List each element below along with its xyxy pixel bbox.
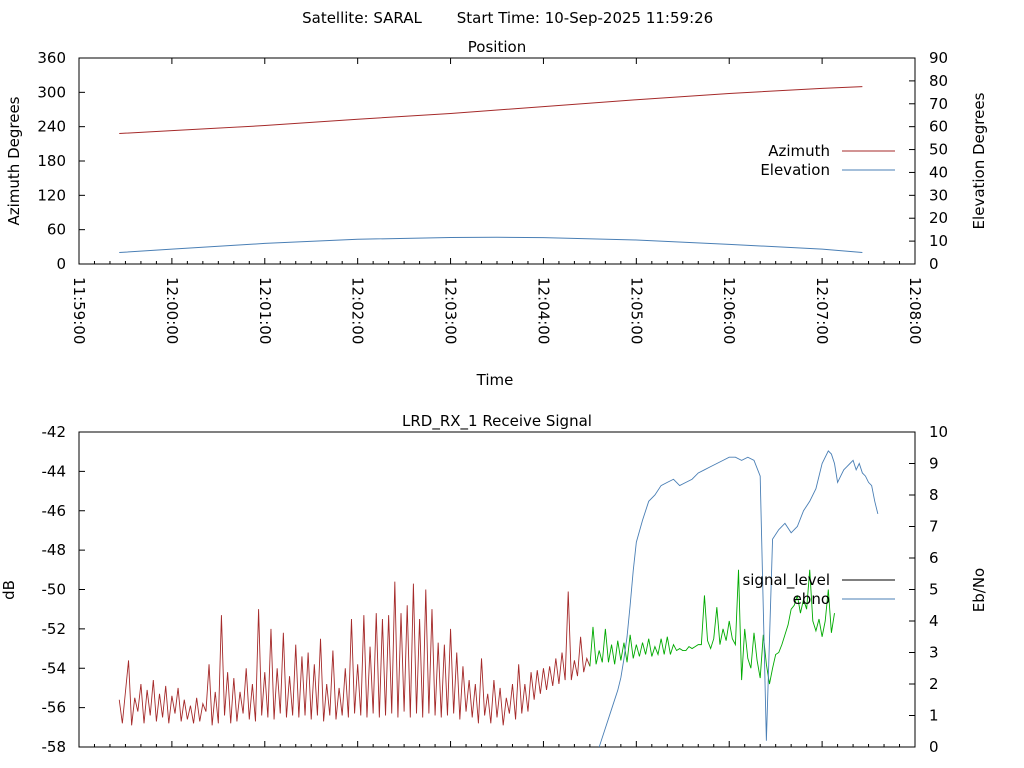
ebno-series-line [598, 450, 879, 748]
position-x-tick-label: 11:59:00 [70, 277, 88, 344]
position-y2-tick-label: 10 [929, 232, 948, 250]
signal-y2-tick-label: 9 [929, 455, 939, 473]
signal-y-label: dB [0, 580, 18, 600]
signal-chart-title: LRD_RX_1 Receive Signal [402, 412, 592, 431]
position-x-tick-label: 12:04:00 [534, 277, 552, 344]
signal-y-axis: -58 -56 -54 -52 -50 -48 -46 -44 -42 [42, 423, 85, 756]
position-y2-tick-label: 20 [929, 209, 948, 227]
position-y-tick-label: 360 [37, 49, 66, 67]
signal-y2-tick-label: 5 [929, 581, 939, 599]
signal-y2-axis: 0 1 2 3 4 5 6 7 8 9 10 [909, 423, 948, 756]
position-y2-tick-label: 40 [929, 163, 948, 181]
position-y-axis: 0 60 120 180 240 300 360 [37, 49, 85, 273]
position-x-tick-label: 12:07:00 [813, 277, 831, 344]
signal-y2-tick-label: 8 [929, 486, 939, 504]
position-x-tick-label: 12:01:00 [256, 277, 274, 344]
position-y2-tick-label: 80 [929, 72, 948, 90]
legend-azimuth-label: Azimuth [768, 142, 830, 160]
signal-y2-tick-label: 4 [929, 612, 939, 630]
signal-y-tick-label: -44 [42, 462, 67, 480]
signal-y-tick-label: -54 [42, 659, 67, 677]
signal-level-locked-line [589, 569, 835, 685]
legend-elevation-label: Elevation [760, 161, 830, 179]
satellite-label: Satellite: SARAL [302, 9, 422, 27]
position-x-tick-label: 12:00:00 [163, 277, 181, 344]
position-y-tick-label: 0 [56, 255, 66, 273]
position-x-tick-label: 12:08:00 [906, 277, 924, 344]
position-y-tick-label: 60 [47, 221, 66, 239]
position-x-tick-label: 12:02:00 [349, 277, 367, 344]
azimuth-series-line [119, 86, 863, 135]
signal-y2-tick-label: 7 [929, 518, 939, 536]
position-chart-title: Position [468, 38, 526, 56]
signal-y-tick-label: -52 [42, 620, 67, 638]
elevation-series-line [119, 236, 863, 254]
signal-y-tick-label: -46 [42, 502, 67, 520]
position-legend: Azimuth Elevation [760, 142, 895, 179]
signal-y-tick-label: -56 [42, 699, 67, 717]
signal-legend: signal_level ebno [742, 571, 895, 608]
signal-y-tick-label: -42 [42, 423, 67, 441]
position-x-tick-label: 12:06:00 [720, 277, 738, 344]
legend-ebno-label: ebno [793, 590, 830, 608]
position-x-tick-label: 12:03:00 [442, 277, 460, 344]
signal-y2-tick-label: 2 [929, 675, 939, 693]
position-x-axis: 11:59:00 12:00:00 12:01:00 12:02:00 12:03:00… [70, 58, 924, 344]
position-y2-axis: 0 10 20 30 40 50 60 70 80 90 [909, 49, 948, 273]
position-y-tick-label: 180 [37, 152, 66, 170]
position-y-label: Azimuth Degrees [5, 96, 23, 225]
signal-y2-tick-label: 10 [929, 423, 948, 441]
signal-y2-tick-label: 0 [929, 738, 939, 756]
signal-y2-tick-label: 3 [929, 644, 939, 662]
position-y2-label: Elevation Degrees [970, 92, 988, 229]
signal-level-unlocked-line [118, 581, 591, 726]
position-x-tick-label: 12:05:00 [627, 277, 645, 344]
position-y-tick-label: 120 [37, 186, 66, 204]
signal-y-tick-label: -48 [42, 541, 67, 559]
signal-y-tick-label: -58 [42, 738, 67, 756]
position-y-tick-label: 240 [37, 118, 66, 136]
signal-y2-tick-label: 1 [929, 707, 939, 725]
signal-x-axis [93, 741, 901, 747]
position-y2-tick-label: 70 [929, 95, 948, 113]
signal-y2-label: Eb/No [970, 568, 988, 612]
position-y-tick-label: 300 [37, 83, 66, 101]
start-time-label: Start Time: 10-Sep-2025 11:59:26 [457, 9, 713, 27]
position-y2-tick-label: 0 [929, 255, 939, 273]
signal-plot-frame [78, 431, 916, 748]
position-x-label: Time [476, 371, 514, 389]
position-y2-tick-label: 30 [929, 186, 948, 204]
position-y2-tick-label: 50 [929, 141, 948, 159]
signal-y-tick-label: -50 [42, 581, 67, 599]
legend-signal-level-label: signal_level [742, 571, 830, 590]
position-y2-tick-label: 60 [929, 118, 948, 136]
signal-y2-tick-label: 6 [929, 549, 939, 567]
position-y2-tick-label: 90 [929, 49, 948, 67]
